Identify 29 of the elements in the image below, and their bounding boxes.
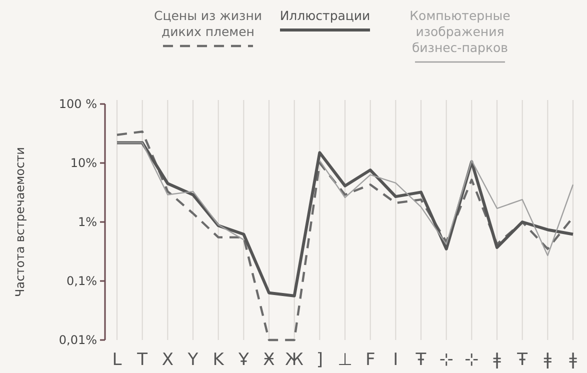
x-tick-label: Ŧ	[516, 350, 528, 370]
text: Компьютерные изображения бизнес-парков	[410, 8, 511, 55]
x-tick-label: L	[112, 350, 122, 370]
x-tick-label: ǂ	[493, 350, 502, 370]
x-tick-label: F	[365, 350, 376, 370]
y-tick-label: 0,1%	[66, 274, 97, 288]
y-tick-label: 1%	[78, 215, 97, 230]
y-axis-title: Частота встречаемости	[13, 147, 27, 297]
line-series	[116, 141, 574, 298]
y-tick-label: 10%	[70, 156, 97, 170]
x-tick-label: ]	[316, 350, 323, 370]
x-tick-label: ⊹	[464, 350, 479, 370]
x-tick-label: Ŧ	[414, 350, 427, 370]
y-tick-label: 100 %	[58, 97, 97, 112]
x-tick-label: X	[162, 350, 174, 370]
x-tick-label: ⊥	[338, 350, 352, 370]
text: Сцены из жизни диких племен	[154, 8, 262, 39]
y-tick-label: 0,01%	[58, 333, 97, 348]
x-tick-label: I	[393, 350, 398, 370]
x-tick-label: ǂ	[544, 350, 552, 370]
text: Иллюстрации	[280, 8, 370, 23]
x-tick-label: ǂ	[569, 350, 578, 370]
x-tick-label: T	[136, 350, 148, 370]
x-tick-label: ⊹	[439, 350, 454, 370]
x-tick-label: Y	[186, 350, 199, 370]
x-tick-label: Ұ	[237, 350, 250, 370]
x-tick-label: Ӿ	[263, 350, 276, 370]
x-tick-label: K	[212, 350, 225, 370]
x-tick-label: Ж	[285, 350, 304, 370]
